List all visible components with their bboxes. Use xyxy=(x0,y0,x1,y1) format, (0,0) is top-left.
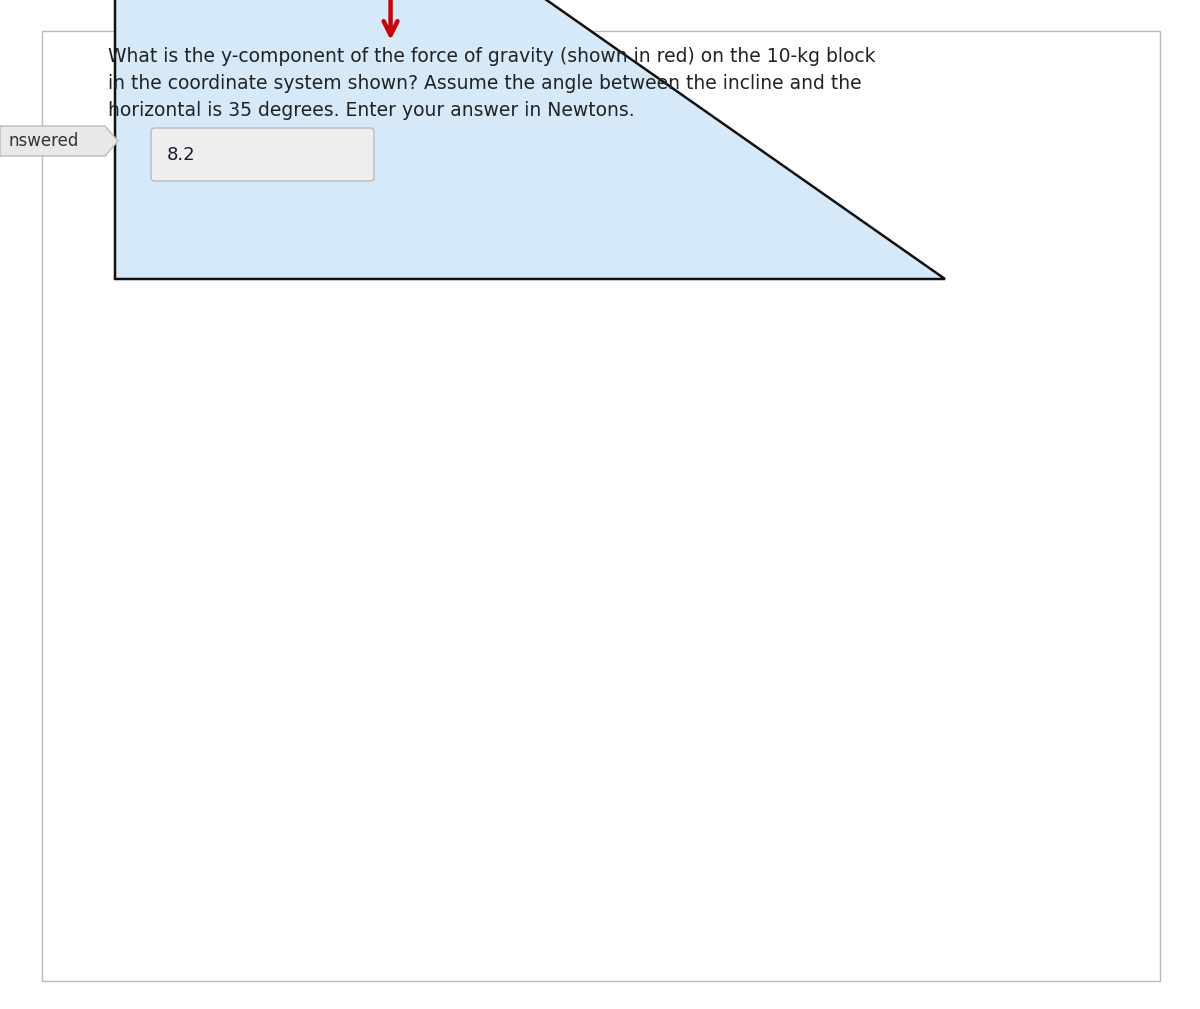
Text: What is the y-component of the force of gravity (shown in red) on the 10-kg bloc: What is the y-component of the force of … xyxy=(108,47,876,120)
FancyBboxPatch shape xyxy=(42,31,1160,981)
Polygon shape xyxy=(0,126,118,156)
Text: nswered: nswered xyxy=(8,132,78,150)
FancyBboxPatch shape xyxy=(151,128,374,181)
Polygon shape xyxy=(115,0,946,279)
Text: 8.2: 8.2 xyxy=(167,145,196,163)
